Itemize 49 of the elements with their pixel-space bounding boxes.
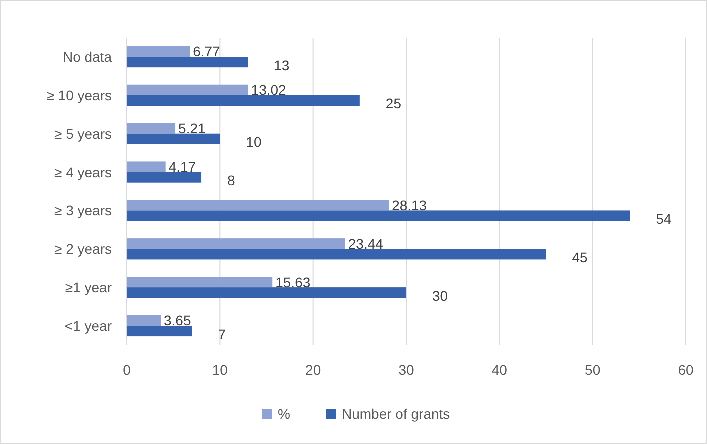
data-label: 45 (572, 249, 588, 266)
data-label: 25 (386, 96, 402, 112)
bar (127, 172, 202, 183)
data-label: 4.17 (168, 159, 196, 176)
bar (127, 46, 190, 58)
x-tick-label: 0 (123, 362, 132, 378)
x-tick-label: 50 (585, 362, 601, 378)
data-label: 3.65 (164, 312, 192, 329)
bar (127, 288, 406, 298)
bar (127, 123, 176, 134)
data-label: 8 (228, 172, 236, 189)
bar (127, 238, 346, 250)
bar (127, 84, 248, 96)
x-tick-label: 40 (492, 362, 508, 378)
data-label: 6.77 (193, 44, 221, 60)
bar (127, 249, 546, 260)
data-label: 23.44 (348, 236, 384, 252)
y-tick-label: No data (62, 49, 112, 66)
bar (127, 162, 166, 172)
y-tick-label: ≥1 year (65, 280, 112, 296)
data-label: 7 (218, 326, 226, 342)
bar (127, 57, 248, 68)
legend-label: % (278, 406, 290, 422)
data-label: 13.02 (251, 82, 287, 98)
legend-label: Number of grants (342, 406, 450, 422)
bar (127, 276, 273, 288)
x-tick-label: 20 (306, 362, 322, 378)
y-tick-label: ≥ 5 years (54, 126, 112, 142)
data-label: 54 (656, 210, 672, 227)
bar (127, 95, 360, 106)
data-label: 10 (246, 134, 262, 150)
data-label: 5.21 (178, 120, 206, 137)
bar (127, 210, 630, 222)
bar (127, 326, 192, 337)
y-tick-label: ≥ 4 years (54, 164, 112, 180)
bar (127, 200, 390, 211)
x-tick-label: 10 (212, 362, 228, 378)
y-tick-label: ≥ 10 years (46, 87, 112, 104)
bar (127, 315, 162, 326)
y-tick-label: ≥ 3 years (54, 202, 112, 219)
x-tick-label: 30 (398, 362, 414, 378)
bar (127, 134, 220, 144)
data-label: 15.63 (276, 274, 311, 290)
data-label: 13 (274, 57, 290, 74)
data-label: 28.13 (392, 197, 428, 214)
data-label: 30 (432, 288, 448, 304)
y-tick-label: ≥ 2 years (54, 241, 112, 258)
y-tick-label: <1 year (64, 318, 112, 334)
x-tick-label: 60 (678, 362, 694, 378)
